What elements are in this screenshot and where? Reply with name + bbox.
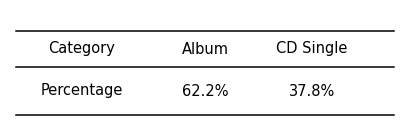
Text: Album: Album xyxy=(181,41,228,57)
Text: Percentage: Percentage xyxy=(41,83,123,99)
Text: CD Single: CD Single xyxy=(275,41,346,57)
Text: 37.8%: 37.8% xyxy=(288,83,334,99)
Text: 62.2%: 62.2% xyxy=(181,83,228,99)
Text: Category: Category xyxy=(48,41,115,57)
